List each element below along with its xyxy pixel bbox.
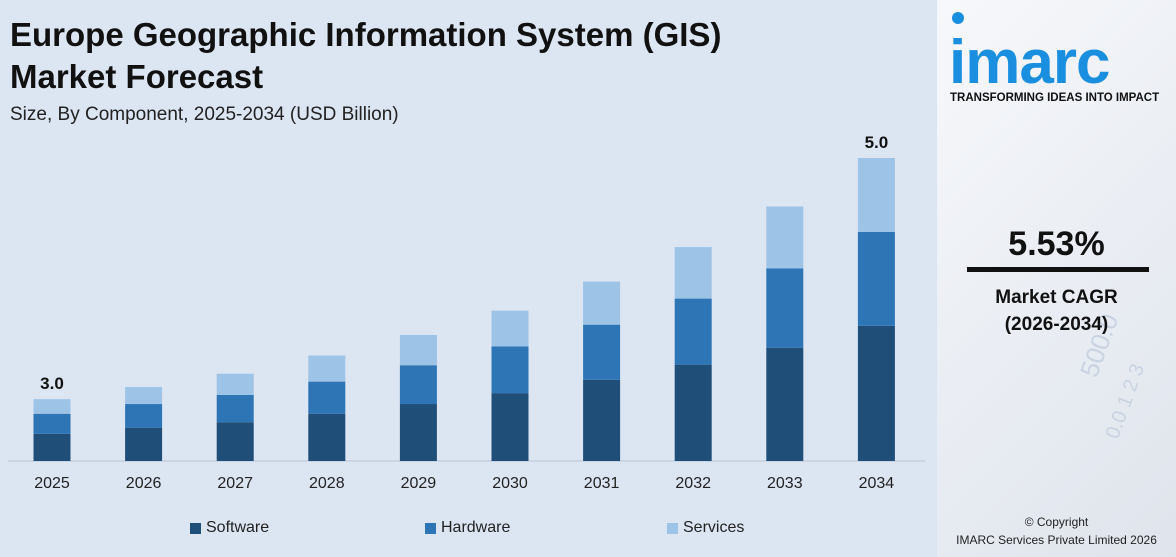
cagr-divider <box>967 267 1149 272</box>
bar-software-2025 <box>33 433 71 461</box>
data-label-2034: 5.0 <box>865 133 889 152</box>
bar-hardware-2034 <box>857 231 895 326</box>
chart-title: Europe Geographic Information System (GI… <box>10 14 721 98</box>
chart-panel: Europe Geographic Information System (GI… <box>8 14 925 537</box>
cagr-period: (2026-2034) <box>1004 314 1109 335</box>
bar-software-2031 <box>583 379 621 461</box>
bar-services-2033 <box>766 206 804 269</box>
bar-hardware-2030 <box>491 346 529 394</box>
bar-services-2034 <box>857 158 895 232</box>
bar-services-2027 <box>216 373 254 395</box>
bar-hardware-2025 <box>33 413 71 434</box>
x-tick-label-2032: 2032 <box>675 475 711 492</box>
bar-hardware-2028 <box>308 381 346 414</box>
cagr-label: Market CAGR (2026-2034) <box>937 284 1176 338</box>
legend-services: Services <box>667 519 744 537</box>
bar-software-2029 <box>399 404 437 461</box>
decorative-background-numbers-2: 0.0 1 2 3 <box>1101 360 1150 442</box>
bar-software-2032 <box>674 364 712 461</box>
bar-software-2033 <box>766 347 804 461</box>
x-tick-label-2031: 2031 <box>584 475 620 492</box>
bar-software-2026 <box>125 427 163 461</box>
copyright-line-2: IMARC Services Private Limited 2026 <box>956 533 1157 547</box>
legend-software: Software <box>190 519 269 537</box>
bar-services-2032 <box>674 247 712 299</box>
legend-label-services: Services <box>683 519 745 536</box>
chart-subtitle: Size, By Component, 2025-2034 (USD Billi… <box>10 104 399 125</box>
bar-hardware-2032 <box>674 298 712 365</box>
bar-hardware-2027 <box>216 394 254 423</box>
imarc-logo: imarc <box>949 28 1110 97</box>
title-line-1: Europe Geographic Information System (GI… <box>10 16 722 53</box>
bar-hardware-2033 <box>766 268 804 348</box>
legend-label-software: Software <box>206 519 270 536</box>
bar-services-2031 <box>583 281 621 325</box>
x-tick-label-2033: 2033 <box>767 475 803 492</box>
copyright-line-1: © Copyright <box>1024 515 1089 529</box>
bar-hardware-2029 <box>399 365 437 405</box>
bar-software-2027 <box>216 422 254 461</box>
bar-services-2028 <box>308 355 346 382</box>
x-tick-label-2026: 2026 <box>126 475 162 492</box>
bar-services-2025 <box>33 399 71 414</box>
x-tick-label-2030: 2030 <box>492 475 528 492</box>
bar-software-2028 <box>308 413 346 461</box>
x-tick-label-2029: 2029 <box>401 475 437 492</box>
x-tick-label-2025: 2025 <box>34 475 70 492</box>
legend-label-hardware: Hardware <box>441 519 511 536</box>
cagr-label-text: Market CAGR <box>995 287 1118 308</box>
stacked-bar-chart: 2025 3.0 2026 2027 2028 2029 2030 2031 2032 2033 2… <box>8 133 925 492</box>
bar-services-2026 <box>125 387 163 405</box>
title-line-2: Market Forecast <box>10 58 264 95</box>
x-tick-label-2028: 2028 <box>309 475 345 492</box>
brand-tagline: TRANSFORMING IDEAS INTO IMPACT <box>950 92 1160 104</box>
legend-swatch-services <box>667 522 678 534</box>
legend-swatch-software <box>190 522 201 534</box>
x-tick-label-2034: 2034 <box>859 475 895 492</box>
bar-hardware-2031 <box>583 324 621 380</box>
brand-panel: 500.0 0.0 1 2 3 imarc TRANSFORMING IDEAS… <box>937 0 1176 557</box>
cagr-value: 5.53% <box>1008 225 1105 263</box>
data-label-2025: 3.0 <box>40 374 64 393</box>
x-tick-label-2027: 2027 <box>217 475 253 492</box>
bar-services-2030 <box>491 310 529 347</box>
bar-software-2030 <box>491 393 529 461</box>
bar-software-2034 <box>857 325 895 461</box>
legend-hardware: Hardware <box>425 519 510 537</box>
legend-swatch-hardware <box>425 522 436 534</box>
logo-dot-icon <box>952 12 964 24</box>
bar-hardware-2026 <box>125 404 163 428</box>
bar-services-2029 <box>399 334 437 366</box>
